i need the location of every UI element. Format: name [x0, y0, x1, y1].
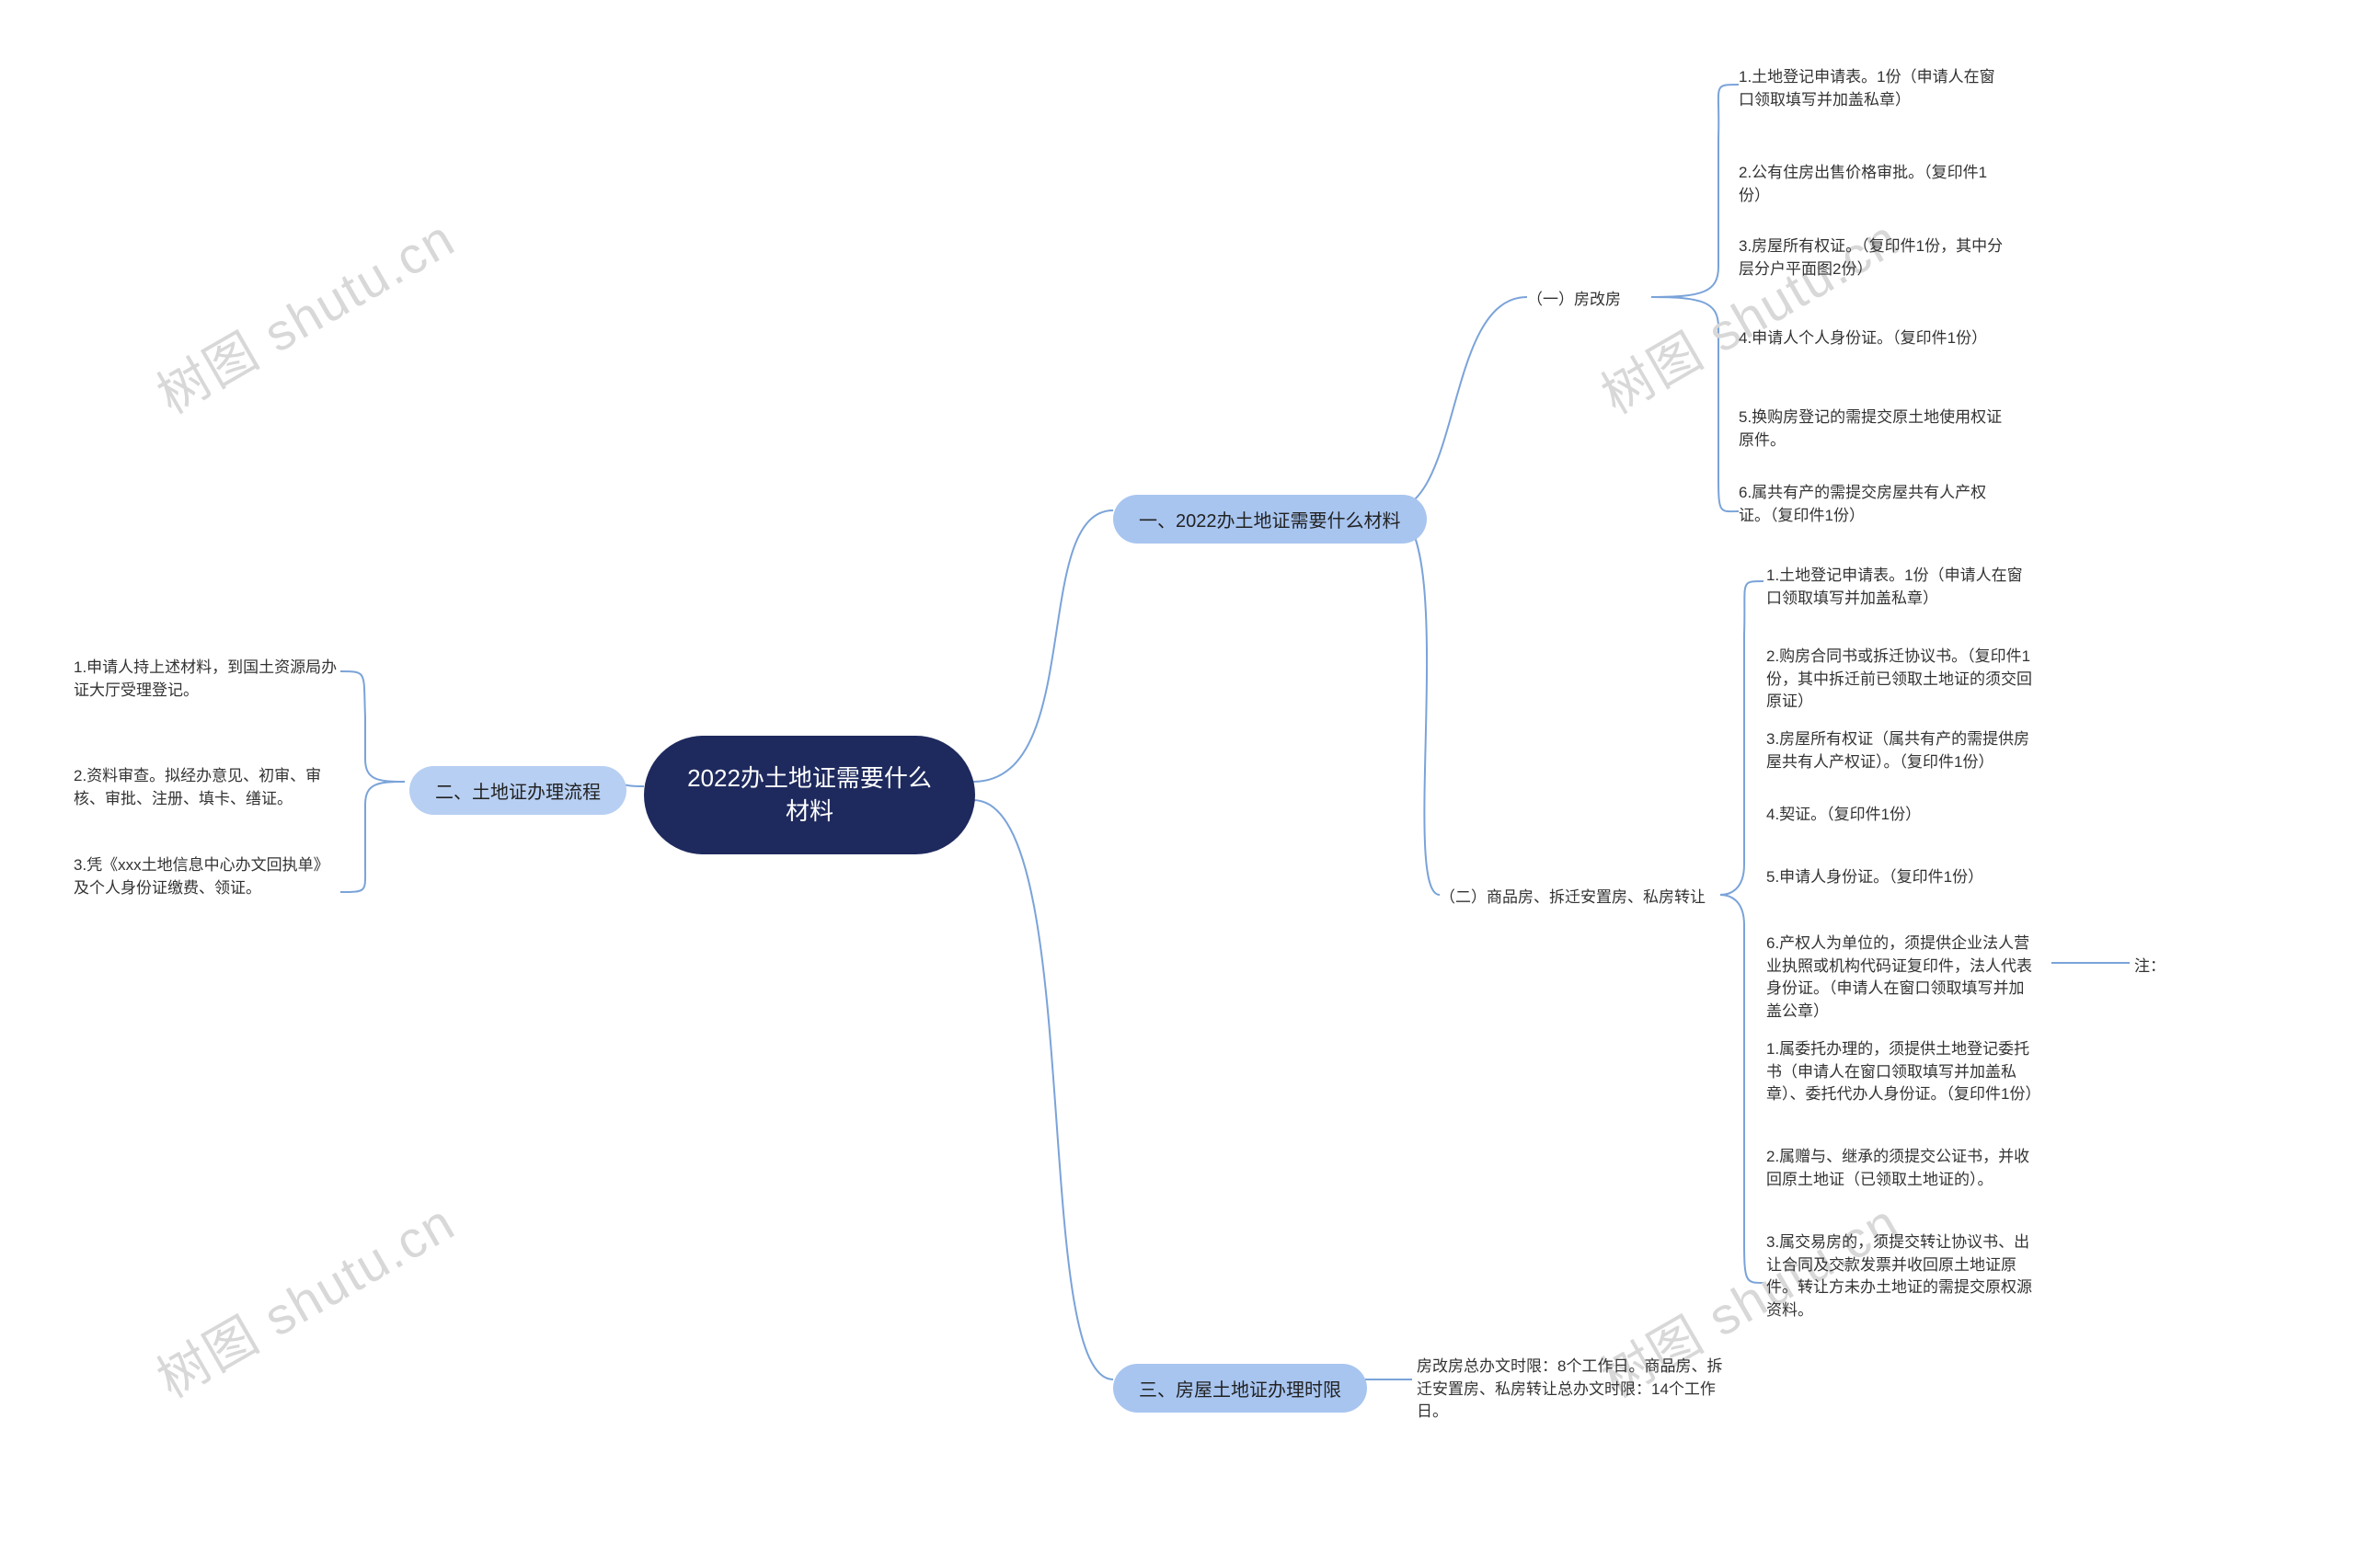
leaf: 3.房屋所有权证（属共有产的需提供房屋共有人产权证）。（复印件1份） — [1766, 725, 2033, 777]
leaf: 6.属共有产的需提交房屋共有人产权证。（复印件1份） — [1739, 478, 2005, 531]
mindmap-root: 2022办土地证需要什么材料 — [644, 736, 975, 854]
leaf: 1.土地登记申请表。1份（申请人在窗口领取填写并加盖私章） — [1766, 561, 2033, 613]
branch-timelimit: 三、房屋土地证办理时限 — [1113, 1364, 1367, 1413]
leaf: 4.契证。（复印件1份） — [1766, 800, 2033, 830]
leaf: 3.凭《xxx土地信息中心办文回执单》及个人身份证缴费、领证。 — [74, 851, 340, 903]
watermark: 树图 shutu.cn — [142, 1182, 466, 1413]
sub-fanggaifang: （一）房改房 — [1527, 285, 1647, 315]
sub-shangpinfang: （二）商品房、拆迁安置房、私房转让 — [1440, 883, 1716, 913]
branch-process: 二、土地证办理流程 — [409, 766, 626, 815]
leaf: 2.资料审查。拟经办意见、初审、审核、审批、注册、填卡、缮证。 — [74, 761, 340, 814]
leaf: 2.属赠与、继承的须提交公证书，并收回原土地证（已领取土地证的）。 — [1766, 1142, 2033, 1195]
leaf: 1.属委托办理的，须提供土地登记委托书（申请人在窗口领取填写并加盖私章）、委托代… — [1766, 1035, 2033, 1110]
branch-materials: 一、2022办土地证需要什么材料 — [1113, 495, 1427, 544]
leaf: 1.申请人持上述材料，到国土资源局办证大厅受理登记。 — [74, 653, 340, 705]
watermark: 树图 shutu.cn — [142, 198, 466, 429]
leaf: 2.购房合同书或拆迁协议书。（复印件1份，其中拆迁前已领取土地证的须交回原证） — [1766, 642, 2033, 717]
leaf: 2.公有住房出售价格审批。（复印件1份） — [1739, 158, 2005, 211]
note-label: 注： — [2134, 952, 2189, 982]
leaf: 1.土地登记申请表。1份（申请人在窗口领取填写并加盖私章） — [1739, 63, 2005, 115]
leaf: 6.产权人为单位的，须提供企业法人营业执照或机构代码证复印件，法人代表身份证。（… — [1766, 929, 2033, 1027]
leaf: 5.申请人身份证。（复印件1份） — [1766, 863, 2033, 893]
leaf: 3.属交易房的，须提交转让协议书、出让合同及交款发票并收回原土地证原件。转让方未… — [1766, 1228, 2033, 1326]
leaf: 4.申请人个人身份证。（复印件1份） — [1739, 324, 2005, 354]
leaf: 3.房屋所有权证。（复印件1份，其中分层分户平面图2份） — [1739, 232, 2005, 284]
leaf: 5.换购房登记的需提交原土地使用权证原件。 — [1739, 403, 2005, 455]
leaf: 房改房总办文时限：8个工作日。商品房、拆迁安置房、私房转让总办文时限：14个工作… — [1417, 1352, 1729, 1427]
